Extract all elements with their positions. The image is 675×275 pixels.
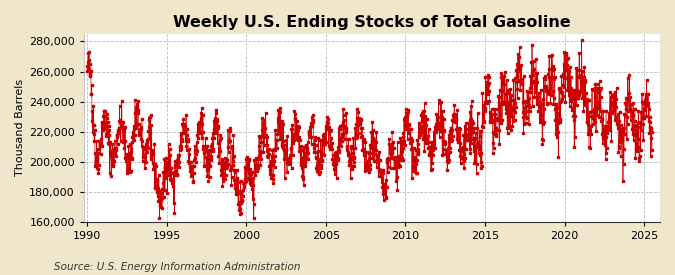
Y-axis label: Thousand Barrels: Thousand Barrels (15, 79, 25, 176)
Title: Weekly U.S. Ending Stocks of Total Gasoline: Weekly U.S. Ending Stocks of Total Gasol… (173, 15, 571, 30)
Text: Source: U.S. Energy Information Administration: Source: U.S. Energy Information Administ… (54, 262, 300, 272)
